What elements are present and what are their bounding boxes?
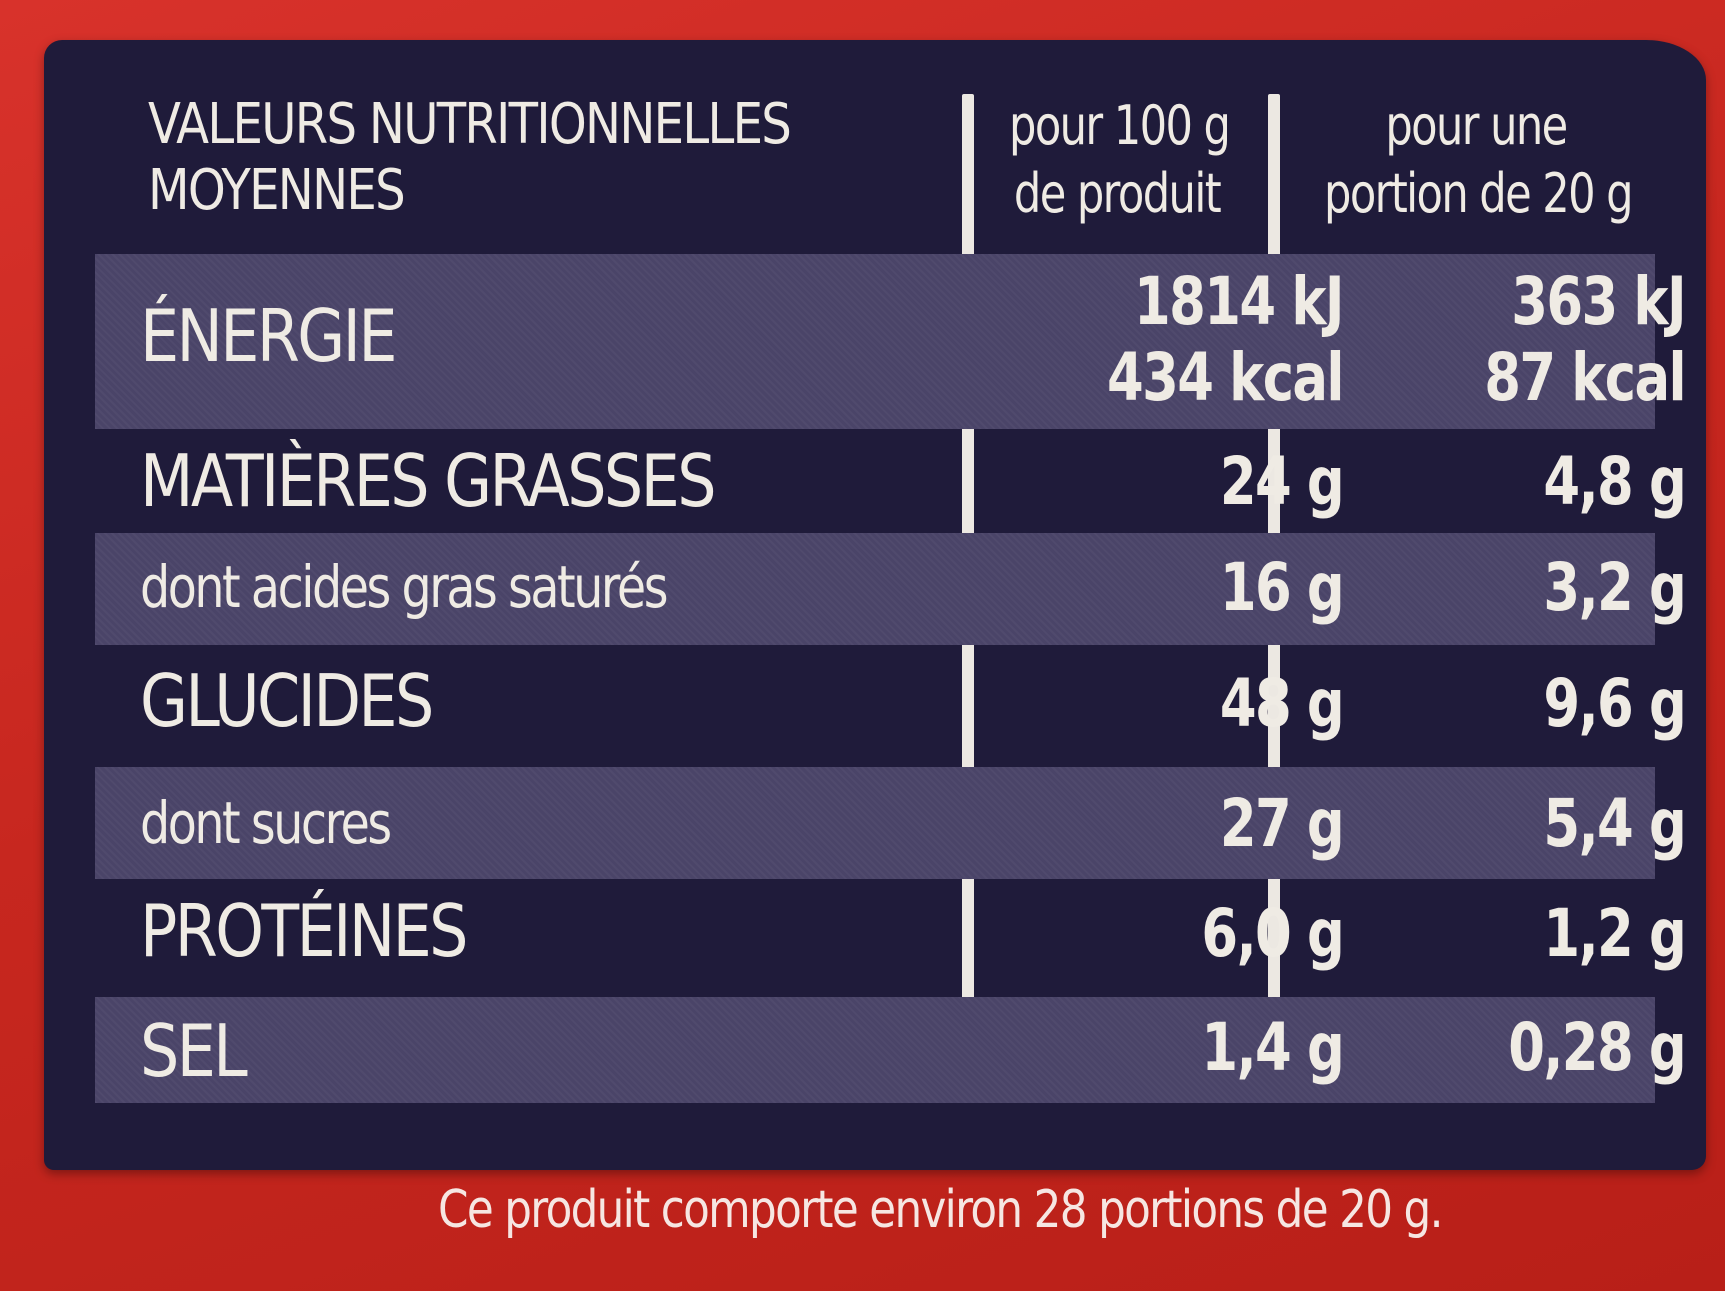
- row-label: PROTÉINES: [140, 889, 468, 973]
- header-per-portion: pour une portion de 20 g: [1286, 92, 1666, 228]
- table-header: VALEURS NUTRITIONNELLES MOYENNES pour 10…: [0, 0, 1725, 250]
- row-value-per-portion: 3,2 g: [1543, 549, 1686, 626]
- row-value-per-100g: 1,4 g: [1201, 1009, 1344, 1086]
- energy-kj-per-portion: 363 kJ: [1511, 263, 1686, 340]
- row-value-per-portion: 4,8 g: [1543, 443, 1686, 520]
- row-value-per-portion: 1,2 g: [1543, 895, 1686, 972]
- table-row-glucides: GLUCIDES 48 g 9,6 g: [95, 645, 1687, 767]
- row-label: SEL: [140, 1009, 248, 1093]
- row-value-per-100g: 6,0 g: [1201, 895, 1344, 972]
- row-label: GLUCIDES: [140, 659, 434, 743]
- table-row-sel: SEL 1,4 g 0,28 g: [95, 997, 1687, 1103]
- row-label: ÉNERGIE: [140, 294, 397, 378]
- header-per-100g: pour 100 g de produit: [982, 92, 1252, 228]
- header-per-100g-line1: pour 100 g: [1009, 94, 1231, 157]
- row-value-per-100g: 1814 kJ 434 kcal: [1107, 263, 1345, 416]
- row-value-per-100g: 16 g: [1219, 549, 1345, 626]
- row-value-per-100g: 48 g: [1219, 665, 1345, 742]
- portions-footnote: Ce produit comporte environ 28 portions …: [438, 1180, 1443, 1240]
- table-row-energie: ÉNERGIE 1814 kJ 434 kcal 363 kJ 87 kcal: [95, 254, 1687, 429]
- row-label: dont sucres: [140, 789, 392, 857]
- header-title: VALEURS NUTRITIONNELLES MOYENNES: [148, 92, 836, 224]
- table-row-proteines: PROTÉINES 6,0 g 1,2 g: [95, 879, 1687, 997]
- table-row-acides-gras-satures: dont acides gras saturés 16 g 3,2 g: [95, 533, 1687, 645]
- row-value-per-100g: 24 g: [1219, 443, 1345, 520]
- header-per-100g-line2: de produit: [1013, 162, 1222, 225]
- row-label: MATIÈRES GRASSES: [140, 439, 717, 523]
- header-title-line1: VALEURS NUTRITIONNELLES: [148, 92, 792, 157]
- header-per-portion-line1: pour une: [1385, 94, 1568, 157]
- row-label: dont acides gras saturés: [140, 553, 669, 621]
- table-row-matieres-grasses: MATIÈRES GRASSES 24 g 4,8 g: [95, 429, 1687, 533]
- energy-kcal-per-100g: 434 kcal: [1107, 339, 1345, 416]
- row-value-per-portion: 363 kJ 87 kcal: [1484, 263, 1686, 416]
- row-value-per-portion: 0,28 g: [1508, 1009, 1686, 1086]
- header-per-portion-line2: portion de 20 g: [1324, 162, 1634, 225]
- table-row-sucres: dont sucres 27 g 5,4 g: [95, 767, 1687, 879]
- energy-kcal-per-portion: 87 kcal: [1484, 339, 1686, 416]
- row-value-per-portion: 5,4 g: [1543, 785, 1686, 862]
- row-value-per-portion: 9,6 g: [1543, 665, 1686, 742]
- row-value-per-100g: 27 g: [1219, 785, 1345, 862]
- header-title-line2: MOYENNES: [148, 158, 406, 223]
- energy-kj-per-100g: 1814 kJ: [1134, 263, 1344, 340]
